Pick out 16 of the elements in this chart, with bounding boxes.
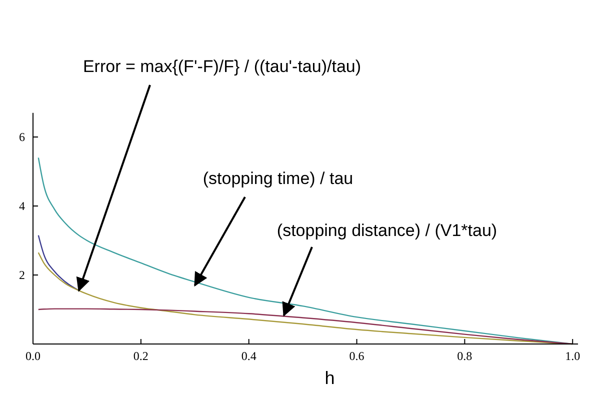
y-tick-label: 2 [19,268,25,282]
x-tick-label: 0.4 [241,349,256,363]
y-tick-label: 4 [19,199,25,213]
line-series [38,308,574,345]
annotation: (stopping time) / tau [202,169,354,188]
x-tick-label: 0.0 [26,349,40,363]
x-tick-label: 0.8 [457,349,472,363]
x-tick-label: 1.0 [565,349,580,363]
annotation: (stopping distance) / (V1*tau) [276,221,498,240]
line-series [38,157,574,345]
x-tick-label: 0.2 [133,349,148,363]
line-series [38,234,80,292]
x-tick-label: 0.6 [349,349,364,363]
x-axis-title: h [324,368,335,388]
y-tick-label: 6 [19,130,25,144]
annotation: Error = max{(F'-F)/F} / ((tau'-tau)/tau) [82,57,362,76]
